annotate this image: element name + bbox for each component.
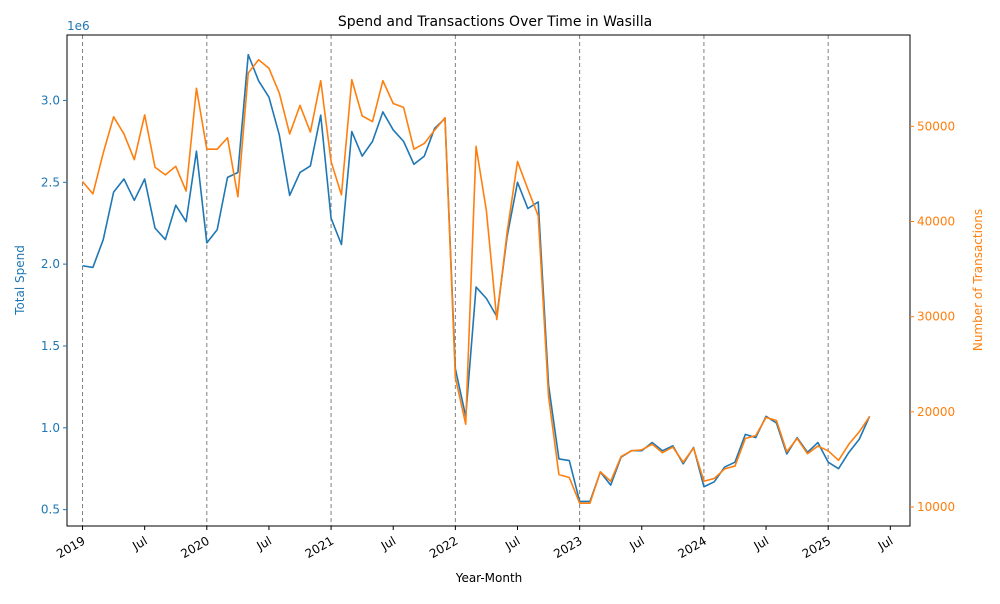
- x-axis: 2019 Jul 2020 Jul 2021 Jul 2022 Jul 2023 Jul 2024 J…: [54, 526, 895, 561]
- series-group: [81, 53, 871, 504]
- x-tick-label: 2024: [675, 534, 708, 561]
- y-right-tick-label: 10000: [917, 500, 955, 514]
- x-tick-label: Jul: [254, 534, 274, 554]
- x-tick-label: 2023: [551, 534, 584, 561]
- chart-title: Spend and Transactions Over Time in Wasi…: [338, 14, 652, 30]
- y-axis-left-label: Total Spend: [13, 245, 27, 316]
- year-marker-lines: [82, 35, 829, 526]
- y-right-tick-label: 20000: [917, 405, 955, 419]
- plot-area-frame: [66, 34, 911, 527]
- y-axis-right-label: Number of Transactions: [971, 209, 985, 351]
- x-axis-label: Year-Month: [455, 571, 523, 585]
- series-line-transactions: [81, 58, 871, 504]
- x-tick-label: 2025: [800, 534, 833, 561]
- y-axis-left: 0.5 1.0 1.5 2.0 2.5 3.0: [41, 93, 67, 517]
- x-tick-label: Jul: [875, 534, 895, 554]
- y-left-tick-label: 2.0: [41, 257, 60, 271]
- x-tick-label: Jul: [502, 534, 522, 554]
- y-left-tick-label: 1.5: [41, 339, 60, 353]
- x-tick-label: 2020: [178, 534, 211, 561]
- left-axis-offset-label: 1e6: [67, 19, 90, 33]
- x-tick-label: 2021: [303, 534, 336, 561]
- y-left-tick-label: 2.5: [41, 175, 60, 189]
- x-tick-label: 2022: [427, 534, 460, 561]
- x-tick-label: Jul: [751, 534, 771, 554]
- y-left-tick-label: 3.0: [41, 93, 60, 107]
- y-left-tick-label: 1.0: [41, 421, 60, 435]
- y-right-tick-label: 50000: [917, 119, 955, 133]
- y-axis-right: 10000 20000 30000 40000 50000: [910, 119, 955, 514]
- y-right-tick-label: 30000: [917, 310, 955, 324]
- y-right-tick-label: 40000: [917, 215, 955, 229]
- x-tick-label: Jul: [129, 534, 149, 554]
- x-tick-label: 2019: [54, 534, 87, 561]
- y-left-tick-label: 0.5: [41, 503, 60, 517]
- series-line-total-spend: [82, 53, 871, 503]
- x-tick-label: Jul: [626, 534, 646, 554]
- x-tick-label: Jul: [378, 534, 398, 554]
